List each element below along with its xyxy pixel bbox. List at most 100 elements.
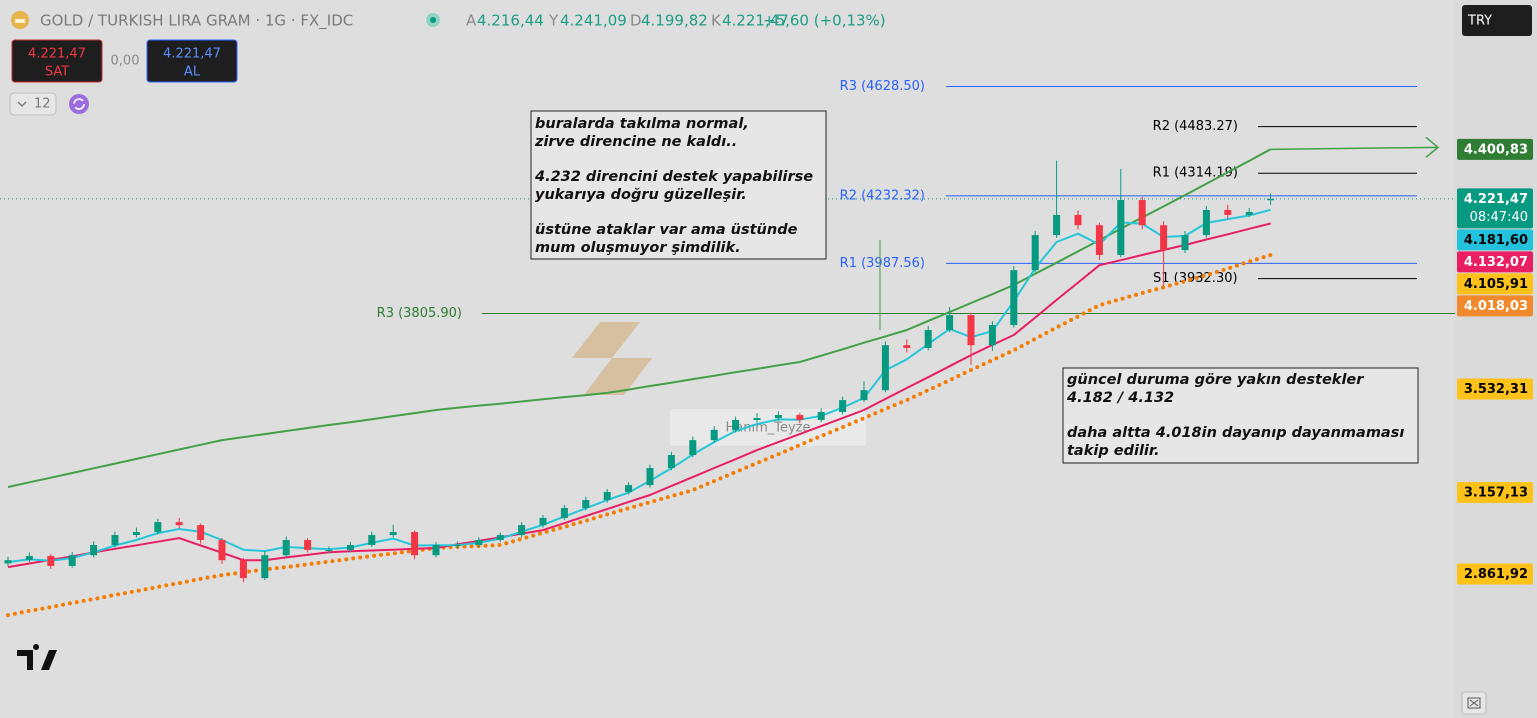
buy-box[interactable] bbox=[146, 39, 238, 83]
buy-label: AL bbox=[184, 65, 201, 80]
ma-line bbox=[7, 208, 1271, 564]
buy-price: 4.221,47 bbox=[163, 47, 221, 62]
price-label: 4.181,60 bbox=[1464, 233, 1528, 248]
note-text: zirve direncine ne kaldı.. bbox=[534, 134, 737, 150]
candle-body bbox=[603, 492, 611, 501]
candle-body bbox=[753, 418, 761, 420]
candle-body bbox=[1245, 211, 1253, 215]
candle-body bbox=[239, 560, 247, 579]
price-label: 4.221,47 bbox=[1464, 192, 1528, 207]
candle-body bbox=[175, 522, 183, 526]
ohlc-key: D bbox=[630, 12, 642, 30]
note-text: mum oluşmuyor şimdilik. bbox=[535, 240, 741, 256]
price-label: 4.105,91 bbox=[1464, 277, 1528, 292]
pivot-label: R3 (3805.90) bbox=[377, 306, 462, 321]
candle-body bbox=[304, 540, 312, 550]
screenshot-icon bbox=[1467, 697, 1481, 709]
candle-body bbox=[1074, 214, 1082, 226]
candle-body bbox=[68, 555, 76, 566]
candle-body bbox=[646, 467, 654, 486]
candle-body bbox=[689, 440, 697, 456]
price-label-bg bbox=[1457, 251, 1533, 273]
ma-line bbox=[7, 222, 1271, 569]
candle-body bbox=[453, 544, 461, 546]
candle-body bbox=[432, 544, 440, 556]
price-label-bg bbox=[1457, 273, 1533, 295]
author-box bbox=[670, 409, 866, 446]
ma-line bbox=[6, 253, 1273, 618]
ohlc-key: A bbox=[466, 12, 477, 30]
price-label: 3.157,13 bbox=[1464, 486, 1528, 501]
pivot-label: R2 (4232.32) bbox=[840, 188, 925, 203]
note-text: buralarda takılma normal, bbox=[535, 116, 749, 132]
pivot-label: R1 (4314.19) bbox=[1153, 166, 1238, 181]
candle-body bbox=[111, 535, 119, 545]
candle-body bbox=[154, 522, 162, 533]
candle-body bbox=[1267, 198, 1275, 201]
ohlc-value: 4.241,09 bbox=[560, 12, 627, 30]
candle-body bbox=[1010, 270, 1018, 326]
candle-body bbox=[860, 390, 868, 401]
candle-body bbox=[475, 540, 483, 545]
currency-button[interactable] bbox=[1462, 5, 1532, 36]
candle-body bbox=[560, 508, 568, 518]
change-value: +5,60 (+0,13%) bbox=[763, 12, 886, 30]
note-text: üstüne ataklar var ama üstünde bbox=[535, 222, 798, 238]
price-label: 3.532,31 bbox=[1464, 382, 1528, 397]
candle-body bbox=[4, 560, 12, 564]
ma-line bbox=[7, 148, 1272, 488]
price-label-bg bbox=[1457, 295, 1533, 317]
candle-body bbox=[496, 535, 504, 541]
refresh-button[interactable] bbox=[69, 94, 89, 114]
candle-body bbox=[1224, 209, 1232, 215]
ohlc-key: Y bbox=[548, 12, 559, 30]
candle-body bbox=[197, 525, 205, 541]
candle-body bbox=[518, 525, 526, 536]
candle-body bbox=[1095, 225, 1103, 255]
refresh-icon bbox=[73, 98, 85, 110]
candle-body bbox=[90, 544, 98, 556]
candle-body bbox=[625, 485, 633, 493]
ohlc-value: 4.216,44 bbox=[477, 12, 544, 30]
sell-box[interactable] bbox=[11, 39, 103, 83]
spread: 0,00 bbox=[111, 54, 140, 69]
author-label: Hanım_Teyze bbox=[725, 421, 810, 436]
note-text: 4.232 direncini destek yapabilirse bbox=[534, 169, 813, 185]
candle-body bbox=[924, 330, 932, 348]
price-label-bg bbox=[1457, 378, 1533, 400]
note-text: yukarıya doğru güzelleşir. bbox=[535, 187, 747, 203]
watermark-logo bbox=[572, 322, 652, 395]
candle-body bbox=[988, 325, 996, 346]
currency-label: TRY bbox=[1467, 14, 1492, 29]
candle-body bbox=[1031, 235, 1039, 271]
candle-body bbox=[368, 535, 376, 545]
candle-body bbox=[389, 532, 397, 536]
candle-body bbox=[539, 517, 547, 526]
indicator-toggle[interactable] bbox=[9, 92, 57, 116]
trend-arrow bbox=[1270, 136, 1440, 158]
candle-body bbox=[411, 532, 419, 556]
price-label-bg bbox=[1457, 563, 1533, 585]
candle-body bbox=[732, 419, 740, 430]
pivot-label: R2 (4483.27) bbox=[1153, 119, 1238, 134]
candle-body bbox=[903, 345, 911, 348]
note-text: daha altta 4.018in dayanıp dayanmaması bbox=[1067, 425, 1404, 441]
price-label-bg bbox=[1457, 188, 1533, 229]
candle-body bbox=[325, 549, 333, 551]
note-box bbox=[530, 110, 827, 260]
status-dot-inner bbox=[430, 17, 436, 23]
note-text: güncel duruma göre yakın destekler bbox=[1067, 372, 1364, 388]
candle-body bbox=[346, 544, 354, 550]
symbol-icon-bar bbox=[15, 19, 25, 23]
candle-body bbox=[881, 345, 889, 391]
candle-body bbox=[25, 556, 33, 561]
price-label: 4.400,83 bbox=[1464, 142, 1528, 157]
candle-body bbox=[967, 315, 975, 346]
candle-body bbox=[667, 455, 675, 468]
symbol-title: GOLD / TURKISH LIRA GRAM · 1G · FX_IDC bbox=[40, 12, 353, 31]
sell-price: 4.221,47 bbox=[28, 47, 86, 62]
candle-body bbox=[774, 415, 782, 419]
pivot-label: R3 (4628.50) bbox=[840, 79, 925, 94]
candle-body bbox=[946, 315, 954, 331]
candle-body bbox=[132, 532, 140, 536]
